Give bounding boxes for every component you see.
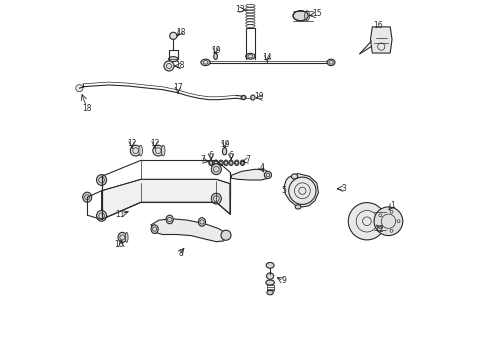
Polygon shape	[151, 219, 227, 242]
Ellipse shape	[304, 11, 310, 21]
Ellipse shape	[267, 291, 273, 295]
Circle shape	[390, 210, 393, 213]
Ellipse shape	[97, 175, 107, 185]
Ellipse shape	[139, 145, 143, 156]
Text: 18: 18	[82, 104, 92, 113]
Ellipse shape	[201, 59, 210, 66]
Ellipse shape	[130, 145, 141, 156]
Polygon shape	[370, 27, 392, 53]
Ellipse shape	[266, 280, 274, 285]
Circle shape	[348, 203, 386, 240]
Circle shape	[379, 226, 382, 229]
Ellipse shape	[214, 53, 218, 59]
Circle shape	[374, 207, 403, 235]
Ellipse shape	[245, 53, 255, 59]
Text: 14: 14	[263, 53, 272, 62]
Ellipse shape	[97, 211, 107, 221]
Text: 8: 8	[179, 249, 184, 258]
Text: 15: 15	[312, 9, 321, 18]
Ellipse shape	[214, 160, 218, 166]
Ellipse shape	[83, 192, 92, 202]
Text: 18: 18	[175, 62, 184, 71]
Text: 12: 12	[127, 139, 136, 148]
Ellipse shape	[224, 160, 228, 166]
Circle shape	[76, 85, 83, 92]
Ellipse shape	[267, 273, 274, 279]
Text: 13: 13	[235, 5, 245, 14]
Text: 7: 7	[245, 156, 250, 165]
Text: 18: 18	[176, 28, 186, 37]
Circle shape	[397, 220, 400, 223]
Text: 9: 9	[281, 276, 286, 285]
Ellipse shape	[241, 95, 246, 100]
Ellipse shape	[291, 174, 298, 179]
Polygon shape	[285, 174, 318, 207]
Text: 6: 6	[228, 151, 233, 160]
Text: 17: 17	[173, 83, 183, 92]
Ellipse shape	[118, 232, 126, 242]
Circle shape	[379, 214, 382, 217]
Text: 12: 12	[150, 139, 159, 148]
Circle shape	[221, 230, 231, 240]
Text: 5: 5	[281, 186, 286, 195]
Ellipse shape	[151, 225, 158, 233]
Text: 10: 10	[114, 240, 123, 249]
Ellipse shape	[295, 205, 301, 209]
Text: 16: 16	[373, 21, 383, 30]
Ellipse shape	[293, 11, 308, 21]
Ellipse shape	[251, 95, 255, 100]
Ellipse shape	[222, 148, 227, 155]
Text: 19: 19	[254, 92, 264, 101]
Ellipse shape	[266, 262, 274, 268]
Circle shape	[289, 177, 316, 204]
Ellipse shape	[240, 160, 245, 166]
Ellipse shape	[166, 215, 173, 224]
Circle shape	[170, 32, 177, 40]
Ellipse shape	[125, 232, 128, 242]
Text: 6: 6	[208, 151, 213, 160]
Ellipse shape	[161, 145, 165, 156]
Ellipse shape	[169, 57, 178, 62]
Text: 11: 11	[115, 210, 124, 219]
Polygon shape	[101, 179, 230, 220]
Ellipse shape	[235, 160, 239, 166]
Polygon shape	[231, 169, 270, 180]
Ellipse shape	[327, 59, 335, 66]
Ellipse shape	[153, 145, 164, 156]
Circle shape	[164, 61, 174, 71]
Text: 7: 7	[200, 156, 205, 165]
Ellipse shape	[211, 164, 221, 175]
Text: 19: 19	[211, 46, 220, 55]
Ellipse shape	[229, 160, 233, 166]
Ellipse shape	[198, 218, 205, 226]
Text: 4: 4	[260, 163, 265, 172]
Text: 2: 2	[378, 225, 383, 234]
Ellipse shape	[209, 160, 213, 166]
Ellipse shape	[219, 160, 223, 166]
Text: 19: 19	[220, 140, 229, 149]
Ellipse shape	[211, 193, 221, 204]
Text: 3: 3	[341, 184, 346, 193]
Circle shape	[390, 229, 393, 232]
Circle shape	[265, 171, 271, 179]
Text: 1: 1	[391, 201, 395, 210]
